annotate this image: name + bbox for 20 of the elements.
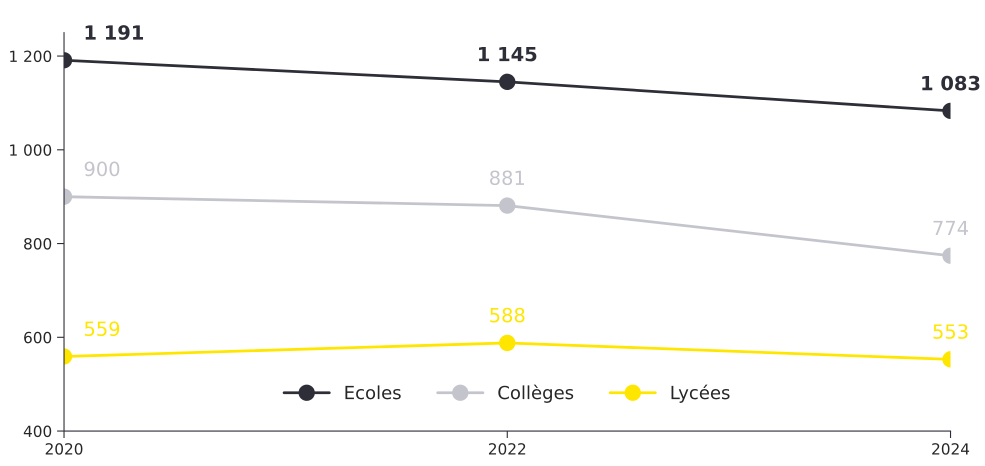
x-tick-label: 2020 <box>46 443 82 455</box>
legend-label: Collèges <box>498 384 574 403</box>
data-label: 900 <box>84 162 120 176</box>
x-tick-label: 2022 <box>488 443 526 455</box>
y-tick-label: 800 <box>24 238 52 250</box>
data-label: 1 083 <box>922 76 980 90</box>
legend-label: Ecoles <box>345 385 401 400</box>
y-tick-label: 400 <box>24 426 52 438</box>
data-label: 1 191 <box>86 25 144 40</box>
y-tick-label: 1 200 <box>10 50 52 62</box>
data-label: 774 <box>934 220 968 236</box>
data-label: 1 145 <box>479 46 536 62</box>
y-tick-label: 1 000 <box>10 144 52 156</box>
data-label: 559 <box>84 321 120 336</box>
y-tick-label: 600 <box>24 332 52 344</box>
legend-label: Lycées <box>672 384 730 403</box>
data-label: 588 <box>490 308 524 322</box>
data-label: 881 <box>490 170 524 186</box>
x-tick-label: 2024 <box>932 443 970 455</box>
data-label: 553 <box>933 324 968 339</box>
